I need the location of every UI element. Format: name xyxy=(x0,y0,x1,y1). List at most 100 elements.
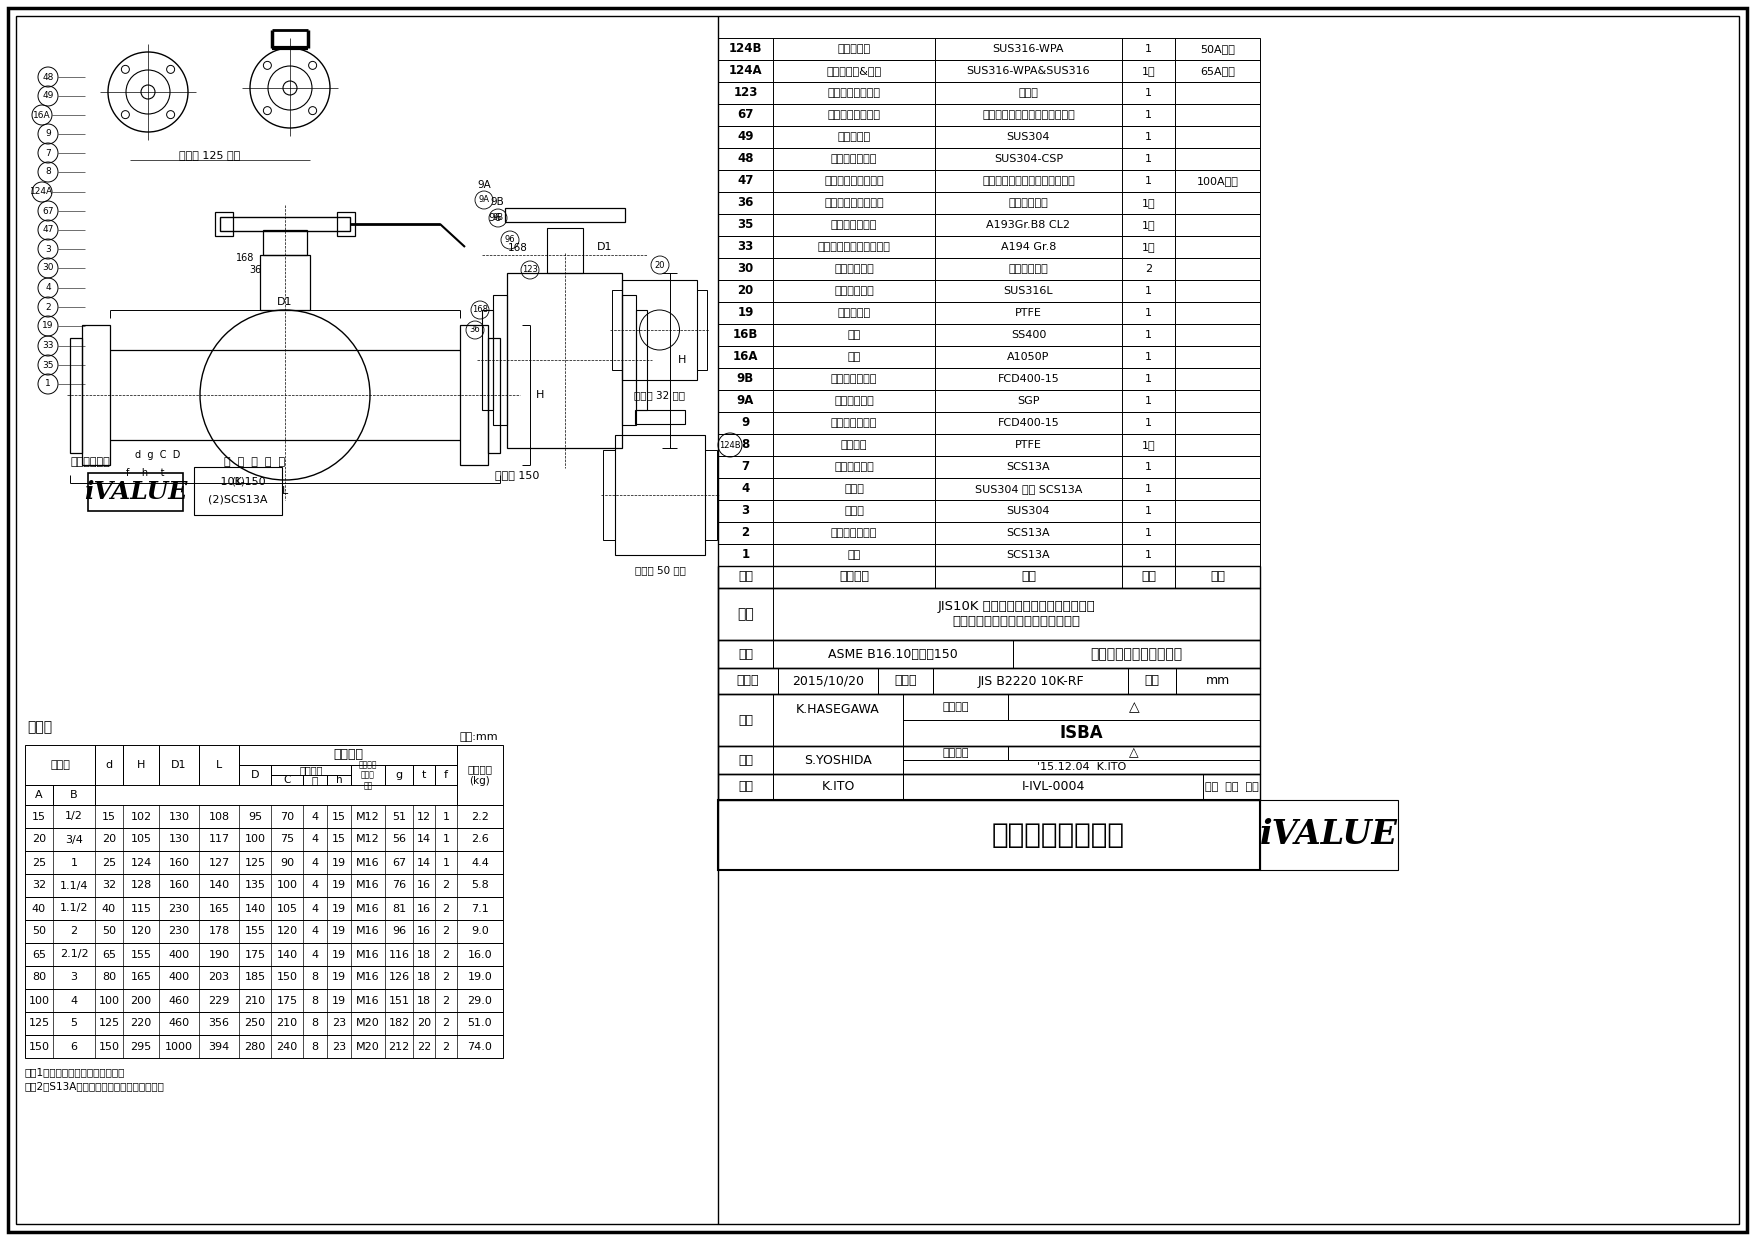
Text: 2: 2 xyxy=(70,926,77,936)
Text: JIS10K フランジ形ステンレスボール弁
フルボア式　静電気帯電防止装置付: JIS10K フランジ形ステンレスボール弁 フルボア式 静電気帯電防止装置付 xyxy=(937,600,1095,627)
Bar xyxy=(718,215,1260,236)
Bar xyxy=(195,467,283,515)
Text: ASME B16.10クラス150: ASME B16.10クラス150 xyxy=(828,647,958,661)
Text: 76: 76 xyxy=(391,880,405,890)
Text: 32: 32 xyxy=(32,880,46,890)
Bar xyxy=(53,785,95,805)
Text: 22: 22 xyxy=(418,1042,432,1052)
Text: 1: 1 xyxy=(442,858,449,868)
Text: 承認: 承認 xyxy=(739,713,753,727)
Text: 100: 100 xyxy=(28,996,49,1006)
Text: 単位:mm: 単位:mm xyxy=(460,732,498,742)
Text: 124: 124 xyxy=(130,858,151,868)
Text: 検図: 検図 xyxy=(739,754,753,766)
Bar xyxy=(412,765,435,785)
Text: 1: 1 xyxy=(1144,551,1151,560)
Text: 50A以下: 50A以下 xyxy=(1200,43,1236,55)
Text: 1: 1 xyxy=(1144,374,1151,384)
Text: M20: M20 xyxy=(356,1018,379,1028)
Text: 6: 6 xyxy=(70,1042,77,1052)
Text: 部品名称: 部品名称 xyxy=(839,570,869,584)
Text: H: H xyxy=(679,355,686,365)
Text: 2.2: 2.2 xyxy=(470,811,490,821)
Text: '15.12.04  K.ITO: '15.12.04 K.ITO xyxy=(1037,763,1127,773)
Text: 面間: 面間 xyxy=(739,647,753,661)
Text: 23: 23 xyxy=(332,1042,346,1052)
Text: 102: 102 xyxy=(130,811,151,821)
Text: 座金: 座金 xyxy=(848,330,860,340)
Text: 1組: 1組 xyxy=(1143,198,1155,208)
Text: 190: 190 xyxy=(209,950,230,960)
Text: キャップボルト用ナット: キャップボルト用ナット xyxy=(818,242,890,252)
Text: 140: 140 xyxy=(277,950,298,960)
Text: 123: 123 xyxy=(734,87,758,99)
Text: 250: 250 xyxy=(244,1018,265,1028)
Text: 151: 151 xyxy=(388,996,409,1006)
Text: 19: 19 xyxy=(332,950,346,960)
Text: d  g  C  D: d g C D xyxy=(135,450,181,460)
Text: 個数: 個数 xyxy=(1141,570,1157,584)
Text: 1: 1 xyxy=(1144,176,1151,186)
Bar xyxy=(488,337,500,453)
Bar xyxy=(456,745,504,805)
Bar xyxy=(326,775,351,785)
Text: 9.0: 9.0 xyxy=(470,926,490,936)
Text: 4: 4 xyxy=(311,835,319,844)
Text: 51.0: 51.0 xyxy=(467,1018,493,1028)
Text: M12: M12 xyxy=(356,811,379,821)
Text: 220: 220 xyxy=(130,1018,151,1028)
Text: SCS13A: SCS13A xyxy=(1007,463,1049,472)
Text: 140: 140 xyxy=(244,904,265,914)
Text: 7: 7 xyxy=(46,149,51,157)
Text: 2: 2 xyxy=(442,972,449,982)
Text: 2: 2 xyxy=(1144,264,1151,274)
Text: 8: 8 xyxy=(311,996,319,1006)
Text: 36: 36 xyxy=(249,265,261,275)
Text: 図面番号: 図面番号 xyxy=(942,748,969,758)
Text: 168: 168 xyxy=(472,305,488,315)
Text: 185: 185 xyxy=(244,972,265,982)
Text: 126: 126 xyxy=(388,972,409,982)
Text: 65: 65 xyxy=(32,950,46,960)
Bar xyxy=(718,38,1260,60)
Text: B: B xyxy=(70,790,77,800)
Bar xyxy=(1007,746,1260,760)
Text: 4: 4 xyxy=(70,996,77,1006)
Text: 67: 67 xyxy=(737,109,753,122)
Bar xyxy=(239,745,456,765)
Bar xyxy=(435,765,456,785)
Text: 1/2: 1/2 xyxy=(65,811,82,821)
Bar xyxy=(216,212,233,236)
Bar xyxy=(718,694,1260,746)
Text: ボルト穴: ボルト穴 xyxy=(300,765,323,775)
Bar xyxy=(718,746,772,774)
Text: 95: 95 xyxy=(247,811,261,821)
Text: 460: 460 xyxy=(168,996,190,1006)
Bar xyxy=(123,745,160,785)
Text: 1: 1 xyxy=(70,858,77,868)
Text: 160: 160 xyxy=(168,880,190,890)
Text: 呼び径 150: 呼び径 150 xyxy=(495,470,541,480)
Text: 8: 8 xyxy=(311,1018,319,1028)
Text: 168: 168 xyxy=(507,243,528,253)
Text: 51: 51 xyxy=(391,811,405,821)
Text: 67: 67 xyxy=(391,858,405,868)
Text: JIS B2220 10K-RF: JIS B2220 10K-RF xyxy=(978,675,1085,687)
Bar xyxy=(88,472,183,511)
Text: 123: 123 xyxy=(521,265,539,274)
Text: PTFE: PTFE xyxy=(1014,440,1042,450)
Text: 呼び径 32 以下: 呼び径 32 以下 xyxy=(634,391,684,401)
Text: 65A以上: 65A以上 xyxy=(1200,66,1236,76)
Text: SUS304-CSP: SUS304-CSP xyxy=(993,154,1064,164)
Text: 48: 48 xyxy=(42,72,54,82)
Bar xyxy=(1202,774,1260,800)
Text: 50: 50 xyxy=(102,926,116,936)
Text: 124B: 124B xyxy=(728,42,762,56)
Text: 10K-150: 10K-150 xyxy=(211,477,265,487)
Text: (2)SCS13A: (2)SCS13A xyxy=(209,494,269,503)
Bar xyxy=(718,303,1260,324)
Text: 4: 4 xyxy=(311,950,319,960)
Text: M16: M16 xyxy=(356,926,379,936)
Bar xyxy=(718,477,1260,500)
Text: h: h xyxy=(335,775,342,785)
